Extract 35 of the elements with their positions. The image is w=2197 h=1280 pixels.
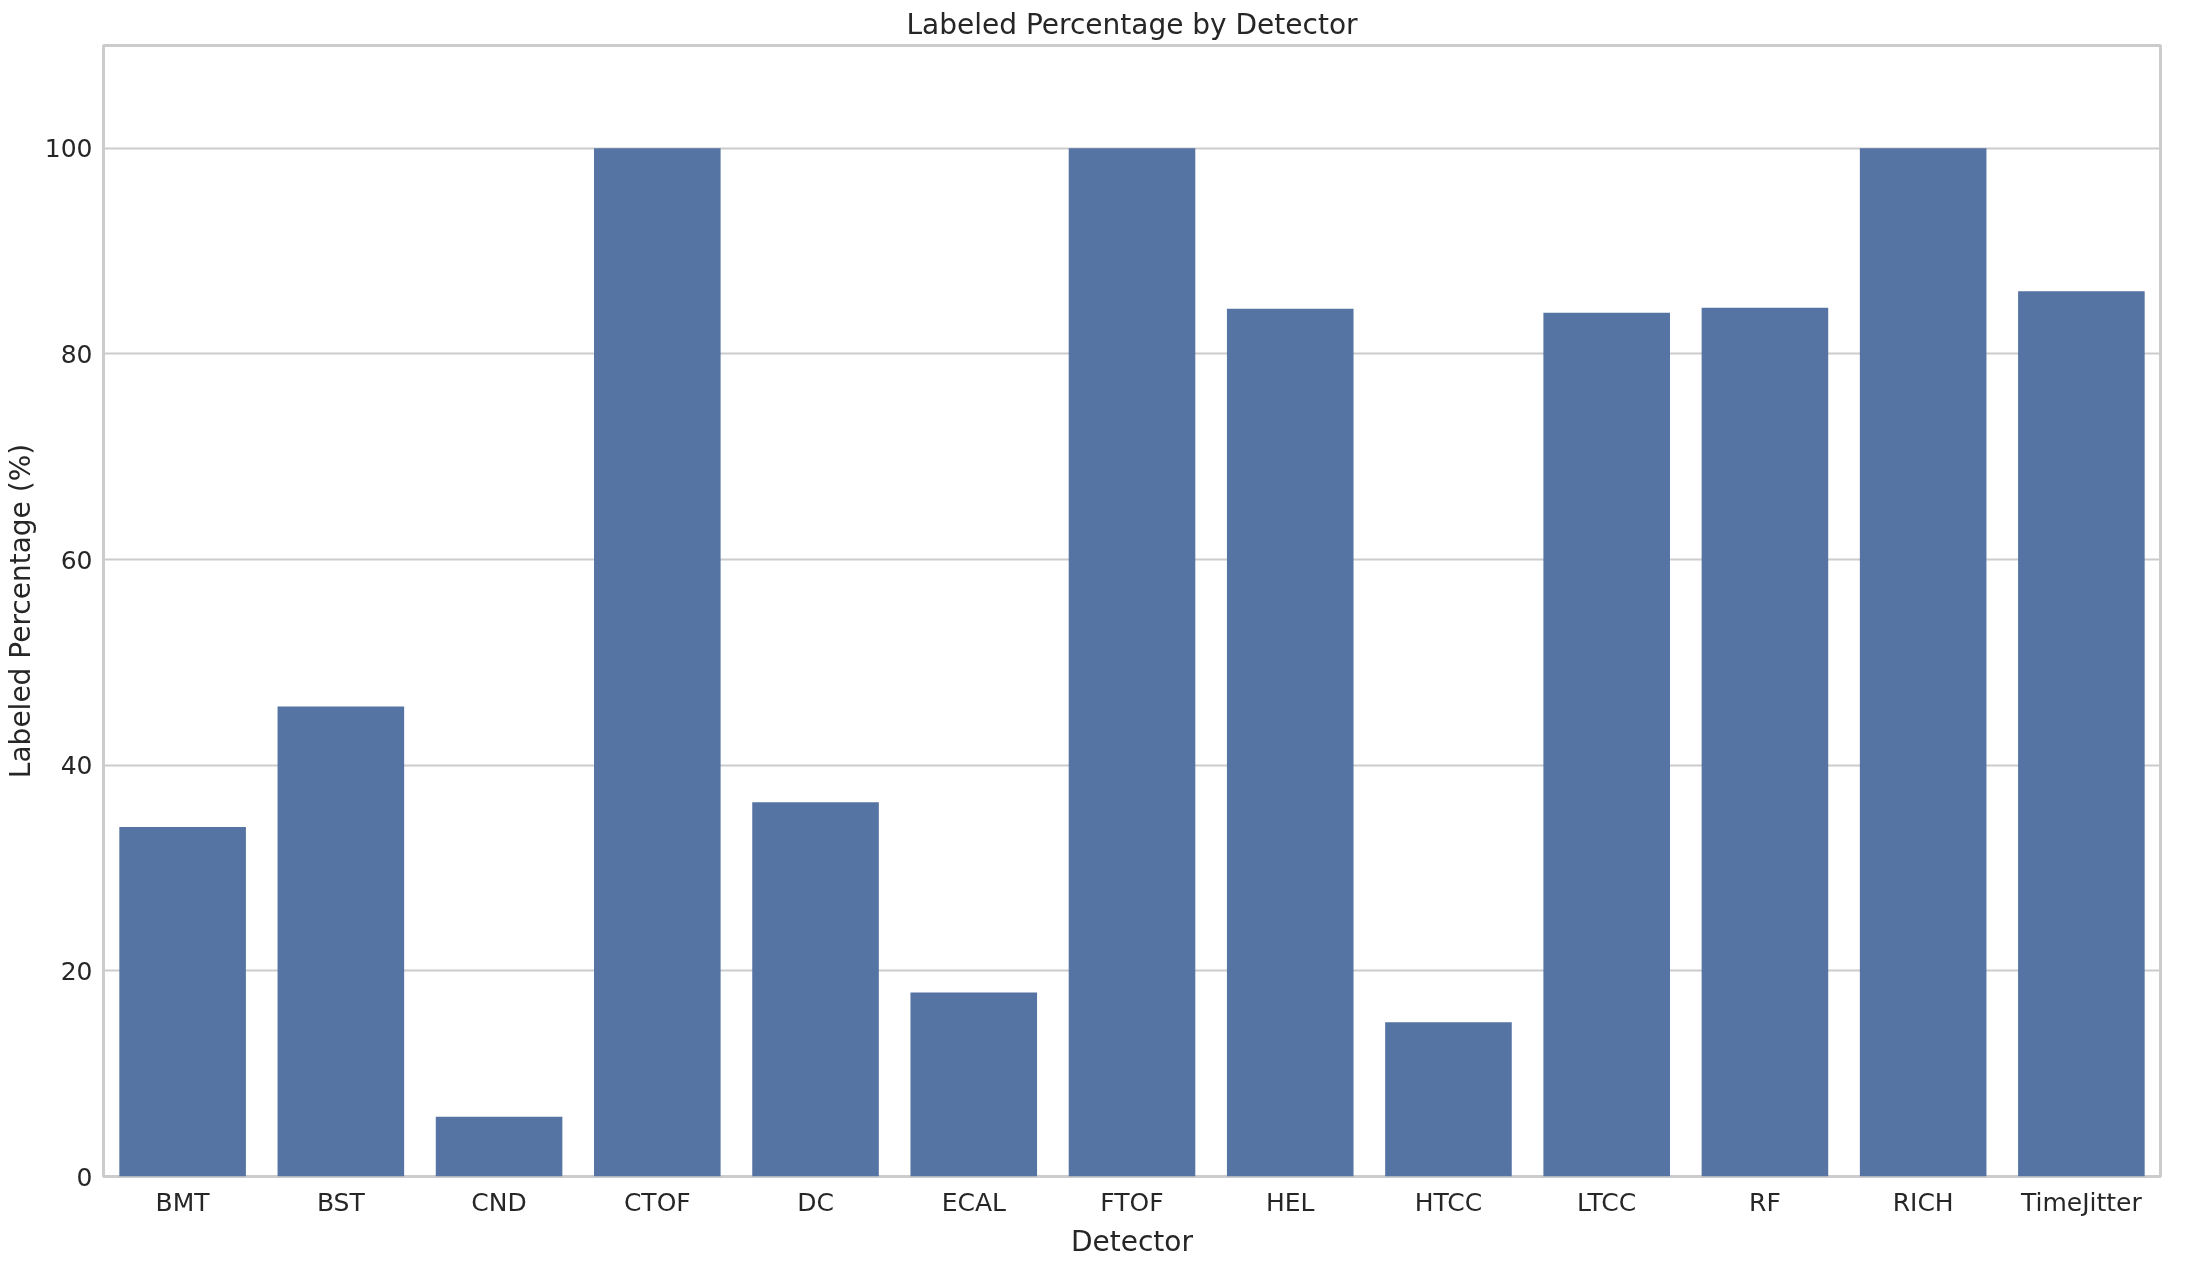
bar bbox=[435, 1116, 563, 1177]
bar bbox=[910, 992, 1038, 1177]
x-tick-label: RICH bbox=[1892, 1187, 1954, 1217]
y-axis-title: Labeled Percentage (%) bbox=[3, 443, 37, 779]
x-tick-label: CND bbox=[471, 1187, 527, 1217]
y-tick-label: 40 bbox=[60, 751, 93, 781]
bar bbox=[2018, 291, 2145, 1177]
bar bbox=[594, 148, 721, 1177]
bar bbox=[1701, 307, 1829, 1177]
x-tick-label: HTCC bbox=[1414, 1187, 1483, 1217]
x-tick-label: DC bbox=[797, 1187, 834, 1217]
x-tick-label: BMT bbox=[155, 1187, 211, 1217]
y-tick-label: 100 bbox=[44, 134, 93, 164]
x-tick-label: HEL bbox=[1265, 1187, 1315, 1217]
bar bbox=[119, 826, 246, 1177]
x-tick-label: ECAL bbox=[941, 1187, 1006, 1217]
x-axis-title: Detector bbox=[1071, 1224, 1194, 1258]
bar bbox=[1226, 308, 1354, 1177]
y-tick-label: 60 bbox=[60, 545, 93, 575]
bar bbox=[277, 706, 405, 1177]
chart-title: Labeled Percentage by Detector bbox=[906, 7, 1359, 41]
x-tick-label: FTOF bbox=[1100, 1187, 1164, 1217]
y-tick-label: 80 bbox=[60, 339, 93, 369]
x-tick-label: BST bbox=[316, 1187, 366, 1217]
bar bbox=[1859, 148, 1987, 1177]
bar bbox=[1068, 148, 1196, 1177]
x-tick-label: CTOF bbox=[623, 1187, 691, 1217]
x-tick-label: TimeJitter bbox=[2020, 1187, 2143, 1217]
x-tick-label: LTCC bbox=[1577, 1187, 1637, 1217]
y-tick-label: 20 bbox=[60, 956, 93, 986]
y-tick-label: 0 bbox=[76, 1162, 93, 1192]
bar bbox=[1543, 312, 1670, 1177]
bar bbox=[1385, 1022, 1512, 1177]
bar bbox=[752, 802, 879, 1177]
x-tick-label: RF bbox=[1749, 1187, 1781, 1217]
